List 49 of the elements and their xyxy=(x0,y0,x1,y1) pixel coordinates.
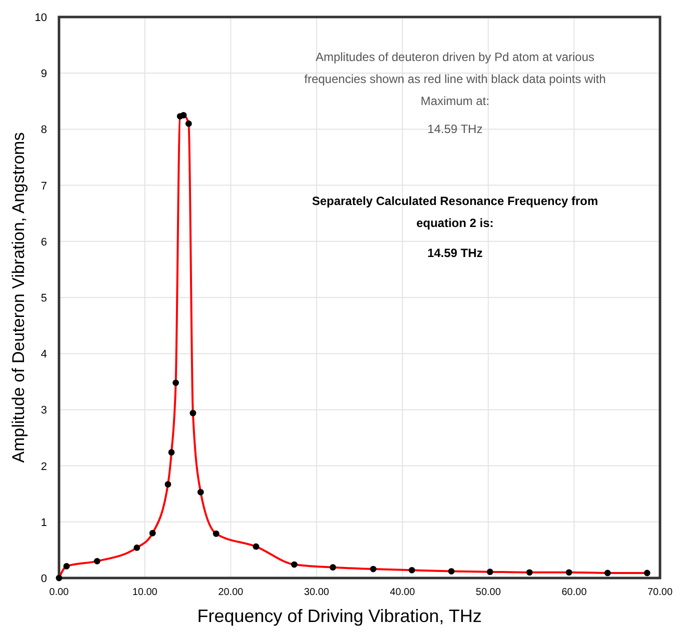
y-tick-label: 2 xyxy=(40,460,47,473)
x-tick-label: 70.00 xyxy=(647,587,673,598)
point xyxy=(448,568,455,574)
y-tick-label: 9 xyxy=(40,68,47,80)
annotation: 14.59 THz xyxy=(427,246,483,260)
x-tick-label: 0.00 xyxy=(49,587,70,598)
point xyxy=(604,570,611,576)
x-tick-label: 40.00 xyxy=(390,587,416,598)
point xyxy=(94,558,100,564)
annotation: Separately Calculated Resonance Frequency from equation 2 is: xyxy=(312,194,598,230)
y-tick-label: 7 xyxy=(40,180,47,192)
x-tick-label: 50.00 xyxy=(476,587,502,598)
point xyxy=(291,561,298,568)
y-axis-title: Amplitude of Deuteron Vibration, Angstroms xyxy=(9,132,28,463)
x-tick-label: 30.00 xyxy=(304,587,330,598)
point xyxy=(408,566,416,574)
point xyxy=(164,481,172,488)
y-tick-label: 6 xyxy=(40,236,47,248)
point xyxy=(644,570,650,576)
point xyxy=(526,569,533,576)
point xyxy=(172,380,179,386)
point xyxy=(330,564,336,571)
point xyxy=(134,544,140,551)
point xyxy=(63,563,70,570)
point xyxy=(190,410,196,416)
point xyxy=(185,120,192,127)
point xyxy=(252,543,260,550)
y-tick-label: 5 xyxy=(40,292,47,304)
y-tick-label: 3 xyxy=(40,404,47,417)
x-axis-title: Frequency of Driving Vibration, THz xyxy=(197,606,482,626)
annotation: Amplitudes of deuteron driven by Pd atom at various frequencies shown as red line with black data points with Maximum at: xyxy=(304,50,606,108)
point xyxy=(212,530,220,537)
point xyxy=(370,566,376,572)
y-tick-label: 0 xyxy=(40,573,47,585)
y-tick-label: 1 xyxy=(40,516,47,529)
annotation: 14.59 THz xyxy=(427,122,483,136)
x-tick-label: 60.00 xyxy=(562,587,588,598)
point xyxy=(566,569,572,576)
y-tick-label: 4 xyxy=(40,348,47,361)
y-tick-label: 10 xyxy=(34,12,47,24)
y-tick-label: 8 xyxy=(40,124,47,136)
point xyxy=(197,488,204,496)
point xyxy=(486,568,494,576)
point xyxy=(168,449,175,456)
x-tick-label: 10.00 xyxy=(132,587,158,598)
x-tick-label: 20.00 xyxy=(218,587,244,598)
point xyxy=(149,530,156,536)
point xyxy=(180,112,187,118)
point xyxy=(56,574,62,582)
